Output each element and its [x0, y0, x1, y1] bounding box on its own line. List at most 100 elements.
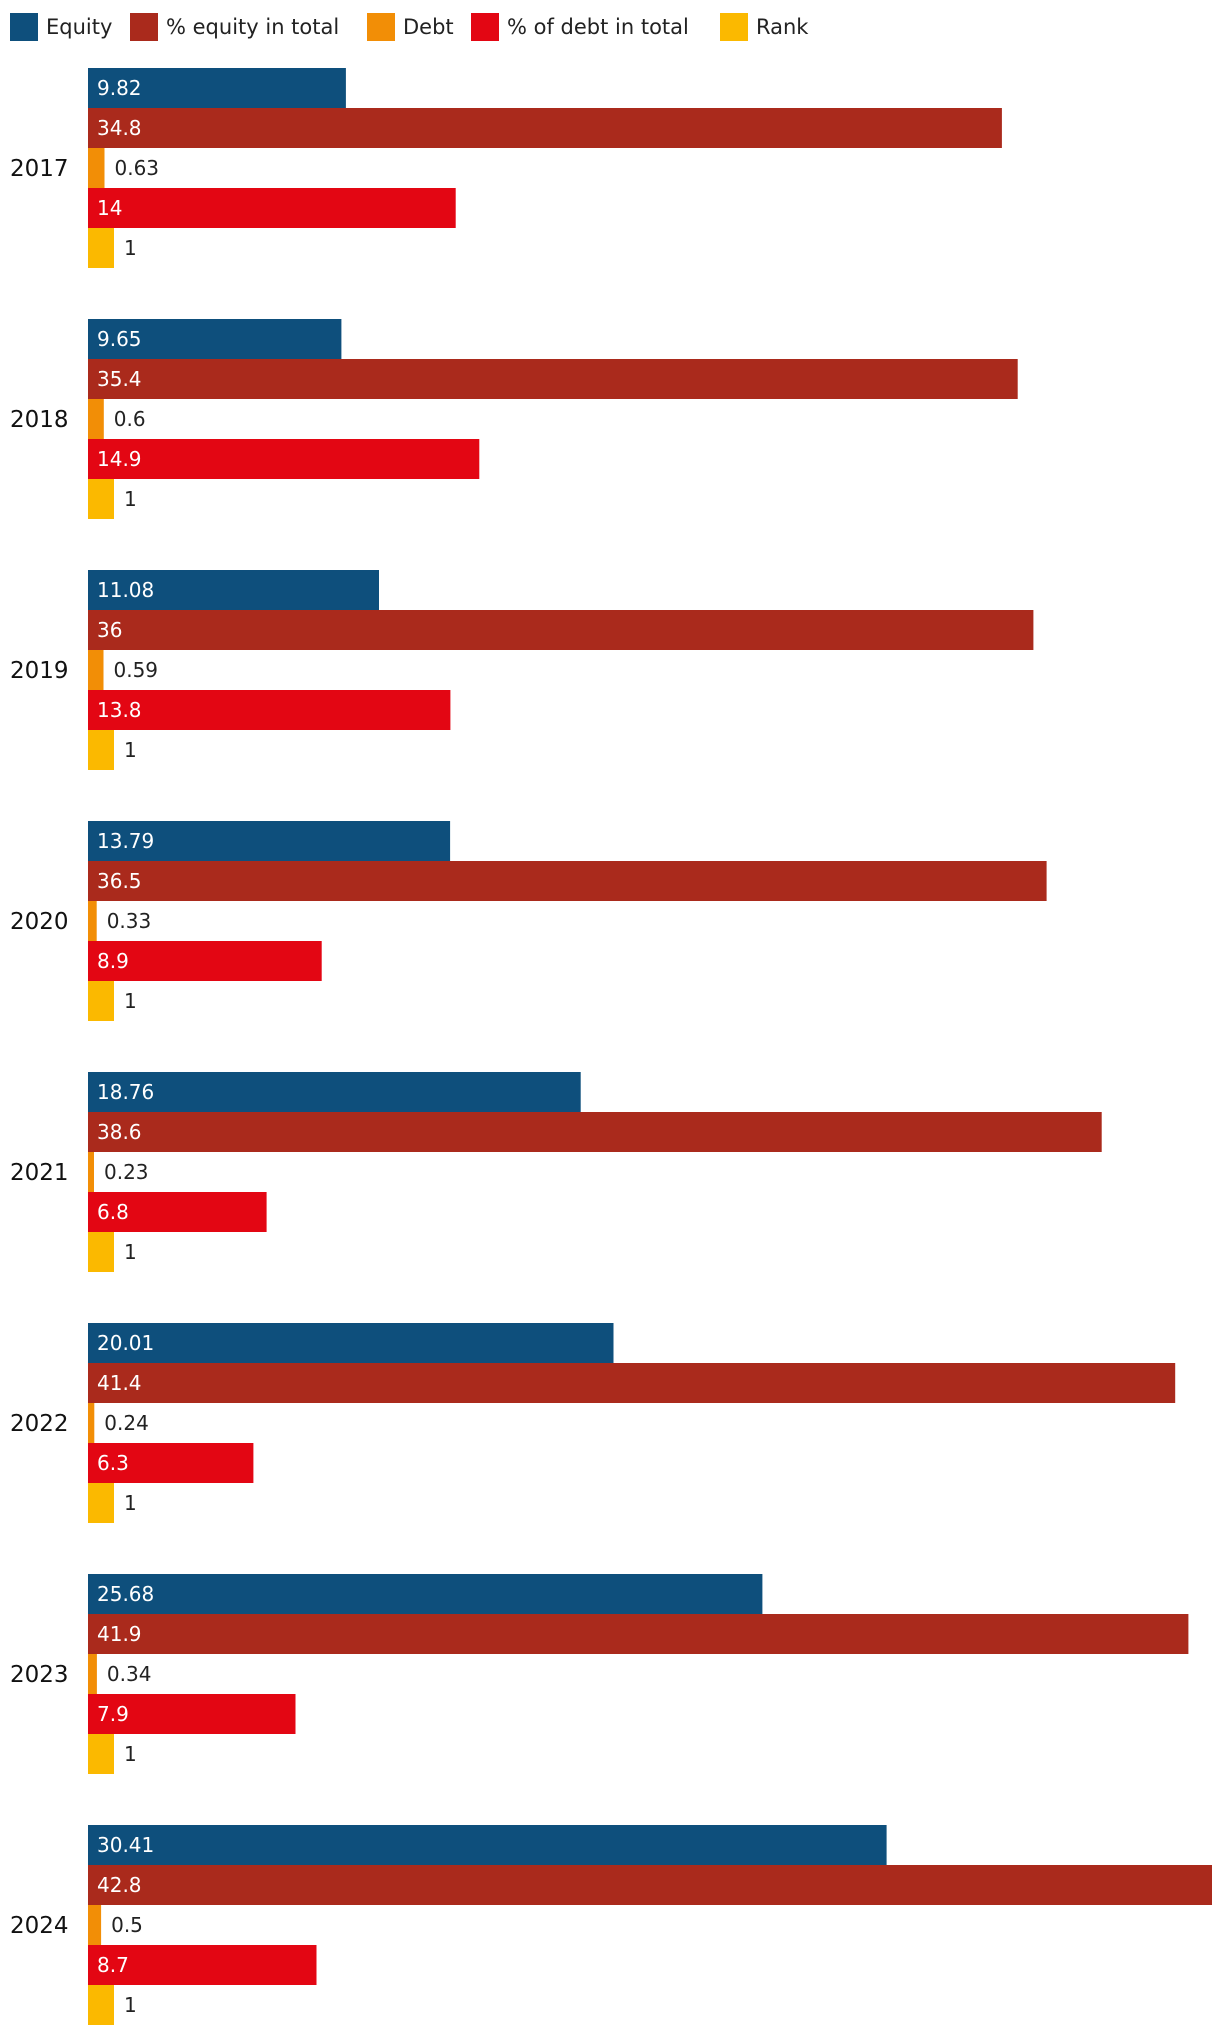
- legend-label-rank: Rank: [756, 15, 809, 39]
- bar-rank-2018: [88, 479, 114, 519]
- bar-rank-2024: [88, 1985, 114, 2025]
- data-label-debt-2019: 0.59: [114, 658, 159, 682]
- data-label-rank-2020: 1: [124, 989, 137, 1013]
- bar-equity-2019: [88, 570, 379, 610]
- bar-rank-2020: [88, 981, 114, 1021]
- data-label-debt-2018: 0.6: [114, 407, 146, 431]
- group-2017: 2017 9.82 34.8 0.63 141: [10, 68, 1002, 268]
- data-label-rank-2022: 1: [124, 1491, 137, 1515]
- group-2020: 2020 13.79 36.5 0.33 8.9 1: [10, 821, 1047, 1021]
- bar-equity-2023: [88, 1574, 763, 1614]
- bar-pct-equity-in-total-2017: [88, 108, 1002, 148]
- legend-item-pct-of-debt-in-total: % of debt in total: [471, 13, 689, 41]
- data-label-pct-equity-in-total-2024: 42.8: [97, 1873, 142, 1897]
- data-label-equity-2022: 20.01: [97, 1331, 154, 1355]
- bar-equity-2022: [88, 1323, 614, 1363]
- data-label-pct-of-debt-in-total-2017: 14: [97, 196, 122, 220]
- bar-pct-equity-in-total-2023: [88, 1614, 1189, 1654]
- bar-equity-2018: [88, 319, 342, 359]
- legend-label-pct-of-debt-in-total: % of debt in total: [507, 15, 689, 39]
- data-label-rank-2023: 1: [124, 1742, 137, 1766]
- data-label-equity-2023: 25.68: [97, 1582, 154, 1606]
- group-2021: 2021 18.76 38.6 0.23 6.8 1: [10, 1072, 1102, 1272]
- bar-equity-2021: [88, 1072, 581, 1112]
- data-label-debt-2023: 0.34: [107, 1662, 152, 1686]
- data-label-pct-equity-in-total-2019: 36: [97, 618, 122, 642]
- data-label-debt-2020: 0.33: [107, 909, 152, 933]
- bar-rank-2019: [88, 730, 114, 770]
- bar-pct-of-debt-in-total-2021: [88, 1192, 267, 1232]
- legend-swatch-pct-of-debt-in-total: [471, 13, 499, 41]
- bar-pct-equity-in-total-2019: [88, 610, 1034, 650]
- data-label-pct-equity-in-total-2018: 35.4: [97, 367, 142, 391]
- data-label-pct-of-debt-in-total-2024: 8.7: [97, 1953, 129, 1977]
- legend-swatch-pct-equity-in-total: [130, 13, 158, 41]
- data-label-pct-equity-in-total-2017: 34.8: [97, 116, 142, 140]
- legend-swatch-debt: [367, 13, 395, 41]
- bar-pct-of-debt-in-total-2020: [88, 941, 322, 981]
- data-label-debt-2017: 0.63: [115, 156, 160, 180]
- bar-debt-2023: [88, 1654, 97, 1694]
- legend-item-pct-equity-in-total: % equity in total: [130, 13, 339, 41]
- data-label-pct-equity-in-total-2021: 38.6: [97, 1120, 142, 1144]
- bar-pct-of-debt-in-total-2019: [88, 690, 451, 730]
- data-label-rank-2018: 1: [124, 487, 137, 511]
- bar-pct-of-debt-in-total-2018: [88, 439, 480, 479]
- group-2024: 2024 30.41 42.8 0.5 8.7 1: [10, 1825, 1212, 2025]
- data-label-pct-of-debt-in-total-2023: 7.9: [97, 1702, 129, 1726]
- plot-area: 20179.8234.80.6314120189.6535.40.614.912…: [10, 68, 1212, 2025]
- data-label-debt-2022: 0.24: [104, 1411, 149, 1435]
- data-label-pct-of-debt-in-total-2019: 13.8: [97, 698, 142, 722]
- bar-pct-of-debt-in-total-2023: [88, 1694, 296, 1734]
- data-label-rank-2017: 1: [124, 236, 137, 260]
- legend-item-equity: Equity: [10, 13, 112, 41]
- bar-debt-2017: [88, 148, 105, 188]
- data-label-pct-of-debt-in-total-2022: 6.3: [97, 1451, 129, 1475]
- group-2023: 2023 25.68 41.9 0.34 7.9 1: [10, 1574, 1189, 1774]
- group-2019: 2019 11.08 36 0.59 13.8 1: [10, 570, 1034, 770]
- bar-debt-2021: [88, 1152, 94, 1192]
- group-2022: 2022 20.01 41.4 0.24 6.3 1: [10, 1323, 1176, 1523]
- bar-equity-2024: [88, 1825, 887, 1865]
- bar-pct-of-debt-in-total-2024: [88, 1945, 317, 1985]
- data-label-pct-equity-in-total-2022: 41.4: [97, 1371, 142, 1395]
- legend-label-pct-equity-in-total: % equity in total: [166, 15, 339, 39]
- legend-swatch-rank: [720, 13, 748, 41]
- bar-pct-equity-in-total-2024: [88, 1865, 1212, 1905]
- bar-pct-equity-in-total-2021: [88, 1112, 1102, 1152]
- data-label-debt-2024: 0.5: [111, 1913, 143, 1937]
- bar-debt-2019: [88, 650, 104, 690]
- category-label-2023: 2023: [10, 1662, 69, 1688]
- data-label-debt-2021: 0.23: [104, 1160, 149, 1184]
- group-2018: 2018 9.65 35.4 0.6 14.9 1: [10, 319, 1018, 519]
- category-label-2022: 2022: [10, 1411, 69, 1437]
- category-label-2018: 2018: [10, 407, 69, 433]
- bar-equity-2020: [88, 821, 451, 861]
- legend-swatch-equity: [10, 13, 38, 41]
- bar-equity-2017: [88, 68, 346, 108]
- data-label-equity-2019: 11.08: [97, 578, 154, 602]
- data-label-equity-2021: 18.76: [97, 1080, 154, 1104]
- legend-label-equity: Equity: [46, 15, 112, 39]
- bar-debt-2022: [88, 1403, 95, 1443]
- bar-pct-equity-in-total-2020: [88, 861, 1047, 901]
- data-label-equity-2018: 9.65: [97, 327, 142, 351]
- data-label-pct-equity-in-total-2020: 36.5: [97, 869, 142, 893]
- bar-debt-2024: [88, 1905, 102, 1945]
- data-label-pct-of-debt-in-total-2020: 8.9: [97, 949, 129, 973]
- category-label-2021: 2021: [10, 1160, 69, 1186]
- bar-rank-2017: [88, 228, 114, 268]
- category-label-2019: 2019: [10, 658, 69, 684]
- legend-item-rank: Rank: [720, 13, 809, 41]
- bar-pct-of-debt-in-total-2017: [88, 188, 456, 228]
- legend-item-debt: Debt: [367, 13, 454, 41]
- data-label-pct-equity-in-total-2023: 41.9: [97, 1622, 142, 1646]
- bar-debt-2020: [88, 901, 97, 941]
- bar-debt-2018: [88, 399, 104, 439]
- bar-pct-equity-in-total-2022: [88, 1363, 1176, 1403]
- bar-pct-of-debt-in-total-2022: [88, 1443, 254, 1483]
- bar-pct-equity-in-total-2018: [88, 359, 1018, 399]
- legend-label-debt: Debt: [403, 15, 454, 39]
- data-label-pct-of-debt-in-total-2018: 14.9: [97, 447, 142, 471]
